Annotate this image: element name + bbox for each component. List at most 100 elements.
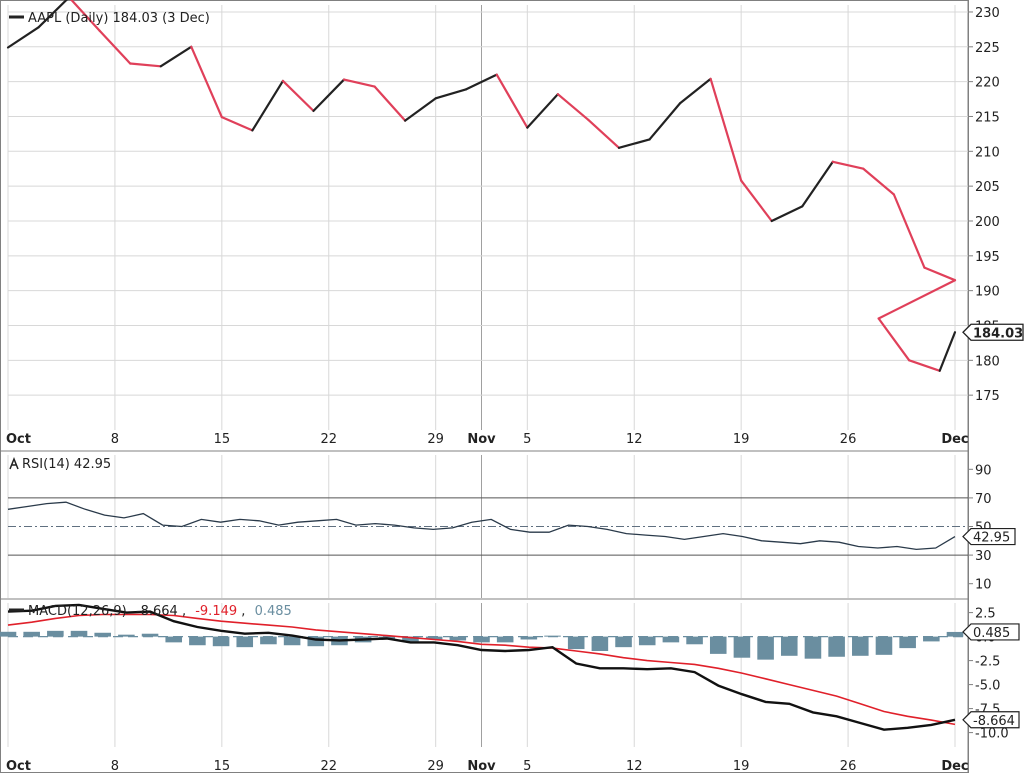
macd-x-tick-label: Nov <box>467 759 496 773</box>
macd-histogram-bar <box>165 636 183 643</box>
macd-histogram-bar <box>70 630 88 637</box>
macd-signal-value: -9.149 <box>195 604 237 619</box>
price-x-tick-label: 15 <box>214 432 231 447</box>
price-line-segment <box>404 97 437 122</box>
macd-legend: MACD(12,26,9) -8.664 , -9.149 , 0.485 <box>9 604 292 619</box>
macd-histogram-bar <box>638 636 656 646</box>
macd-title: MACD(12,26,9) <box>28 604 127 619</box>
macd-histogram-value: 0.485 <box>255 604 292 619</box>
price-line-segment <box>434 88 468 100</box>
macd-last-value-label: -8.664 <box>973 714 1015 729</box>
price-tick-label: 230 <box>975 6 1000 21</box>
macd-histogram-last-value-label: 0.485 <box>973 626 1010 641</box>
macd-histogram-bar <box>899 636 916 649</box>
price-tick-label: 200 <box>975 215 1000 230</box>
macd-histogram-bar <box>757 636 774 660</box>
price-line-segment <box>70 0 101 32</box>
price-line-segment <box>938 331 957 372</box>
macd-x-tick-label: 26 <box>840 759 857 773</box>
price-x-tick-label: 5 <box>523 432 531 447</box>
rsi-legend: RSI(14) 42.95 <box>9 456 111 472</box>
macd-histogram-bar <box>283 636 301 646</box>
macd-histogram-bar <box>94 632 111 637</box>
rsi-indicator-icon <box>9 456 19 470</box>
macd-histogram-bar <box>567 636 585 650</box>
price-line-segment <box>908 359 941 372</box>
price-x-tick-label: 29 <box>427 432 444 447</box>
price-x-tick-label: 8 <box>111 432 119 447</box>
macd-histogram-bar <box>260 636 277 645</box>
price-line-segment <box>923 266 957 282</box>
macd-x-tick-label: 22 <box>320 759 337 773</box>
macd-histogram-bar <box>686 636 703 645</box>
macd-x-tick-label: Oct <box>6 759 31 773</box>
macd-histogram-bar <box>118 634 135 637</box>
price-x-tick-label: Nov <box>467 432 496 447</box>
price-line-segment <box>877 279 957 320</box>
macd-legend: MACD(12,26,9) -8.664 , -9.149 , 0.485 <box>28 604 292 619</box>
price-line-segment <box>251 79 285 132</box>
macd-histogram-bar <box>473 636 490 643</box>
macd-x-tick-label: Dec <box>941 759 968 773</box>
price-line-segment <box>801 160 834 208</box>
price-line-segment <box>342 78 376 88</box>
macd-histogram-bar <box>615 636 632 648</box>
price-x-tick-label: 12 <box>626 432 643 447</box>
price-line-segment <box>587 118 621 149</box>
macd-x-tick-label: 19 <box>733 759 750 773</box>
macd-x-tick-label: 15 <box>214 759 231 773</box>
price-line-segment <box>770 205 804 223</box>
rsi-tick-label: 30 <box>975 549 992 564</box>
macd-x-tick-label: 8 <box>111 759 119 773</box>
macd-line <box>7 603 956 731</box>
macd-x-tick-label: 12 <box>626 759 643 773</box>
macd-sep-1: , <box>182 604 186 619</box>
rsi-last-value-label: 42.95 <box>973 531 1010 546</box>
macd-histogram-bar <box>709 636 727 654</box>
price-line-segment <box>831 160 865 170</box>
price-line-segment <box>709 77 743 182</box>
price-line-segment <box>6 26 40 49</box>
price-legend: AAPL (Daily) 184.03 (3 Dec) <box>9 11 210 26</box>
rsi-title: RSI(14) 42.95 <box>22 457 111 472</box>
price-line-segment <box>678 77 712 105</box>
macd-x-tick-label: 5 <box>523 759 531 773</box>
macd-histogram-bar <box>236 636 254 648</box>
price-tick-label: 195 <box>975 250 1000 265</box>
macd-histogram-bar <box>23 631 40 637</box>
macd-histogram-last-value-tag <box>962 623 1020 641</box>
macd-sep-2: , <box>241 604 245 619</box>
price-x-tick-label: Dec <box>941 432 968 447</box>
macd-tick-label: -10.0 <box>975 727 1009 742</box>
macd-histogram-bar <box>425 636 443 640</box>
price-line-segment <box>495 73 529 129</box>
price-tick-label: 175 <box>975 389 1000 404</box>
price-line-segment <box>556 93 590 122</box>
macd-histogram-bar <box>946 631 964 637</box>
macd-histogram-bar <box>662 636 680 643</box>
rsi-series-line <box>7 501 956 551</box>
rsi-last-value-tag <box>962 527 1016 546</box>
macd-histogram-bar <box>141 633 159 637</box>
macd-tick-label: -5.0 <box>975 679 1000 694</box>
macd-histogram-bar <box>402 636 419 642</box>
macd-histogram-bar <box>520 636 538 640</box>
macd-signal-line <box>7 613 956 726</box>
price-line-segment <box>877 317 911 362</box>
macd-histogram-bar <box>804 636 822 659</box>
price-line-segment <box>465 73 498 91</box>
price-line-segment <box>281 79 315 113</box>
macd-histogram-bar <box>496 636 514 643</box>
macd-histogram-bar <box>591 636 609 651</box>
macd-tick-label: -2.5 <box>975 655 1000 670</box>
macd-x-tick-label: 29 <box>427 759 444 773</box>
macd-histogram-bar <box>544 635 561 637</box>
macd-histogram-bar <box>307 636 325 647</box>
macd-histogram-bar <box>828 636 845 657</box>
macd-last-value-tag <box>962 711 1020 729</box>
macd-histogram-bar <box>733 636 751 658</box>
price-tick-label: 190 <box>975 285 1000 300</box>
macd-histogram-bar <box>449 636 467 641</box>
price-line-segment <box>220 116 254 132</box>
